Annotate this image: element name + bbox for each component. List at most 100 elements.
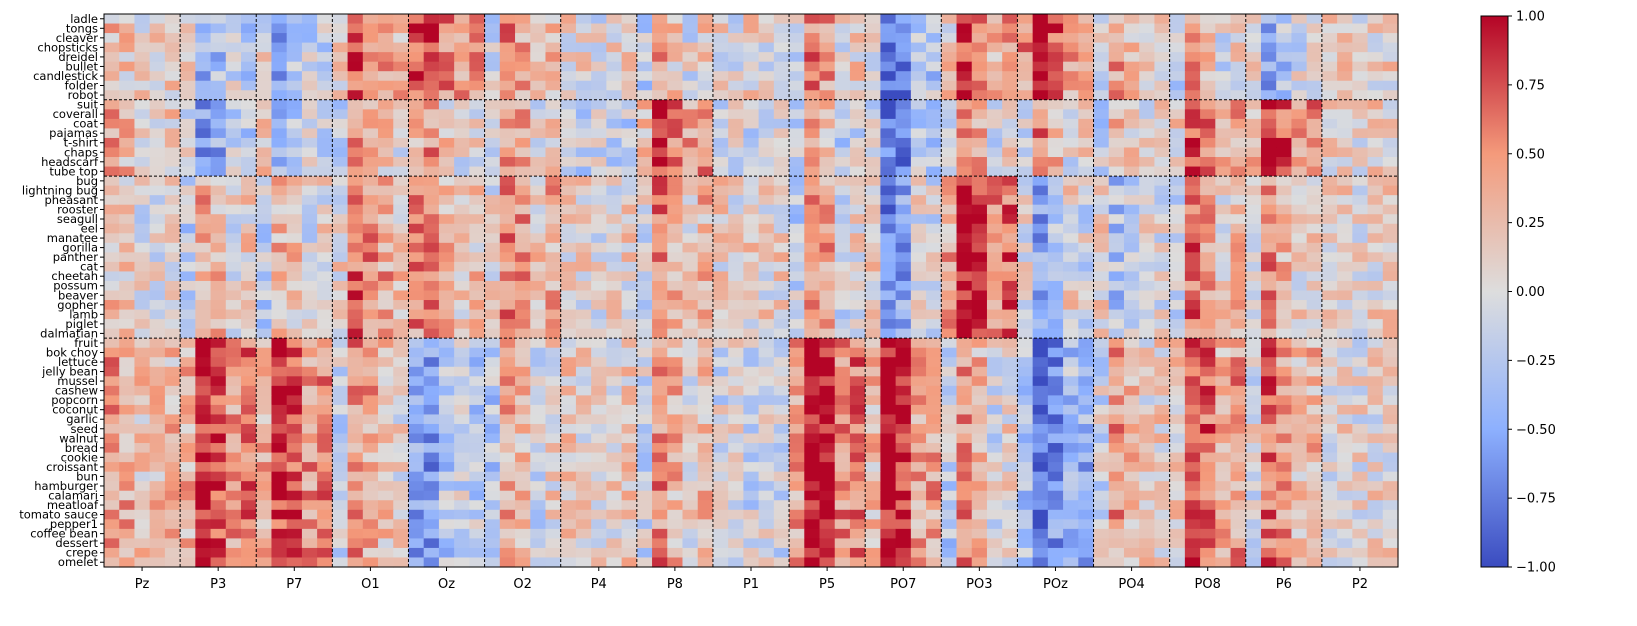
heatmap-cell bbox=[1002, 185, 1019, 196]
heatmap-cell bbox=[880, 557, 897, 568]
heatmap-cell bbox=[1093, 481, 1110, 492]
heatmap-cell bbox=[773, 443, 790, 454]
heatmap-cell bbox=[210, 509, 227, 520]
heatmap-cell bbox=[195, 166, 212, 177]
heatmap-cell bbox=[591, 166, 607, 177]
heatmap-cell bbox=[484, 509, 501, 520]
heatmap-cell bbox=[545, 309, 562, 320]
heatmap-cell bbox=[1215, 176, 1232, 187]
heatmap-cell bbox=[1200, 261, 1216, 273]
heatmap-cell bbox=[956, 509, 973, 520]
heatmap-cell bbox=[134, 195, 151, 206]
heatmap-cell bbox=[956, 99, 973, 110]
heatmap-cell bbox=[819, 490, 836, 501]
heatmap-cell bbox=[956, 338, 973, 349]
heatmap-cell bbox=[1321, 376, 1338, 387]
heatmap-cell bbox=[210, 528, 227, 539]
heatmap-cell bbox=[1352, 137, 1369, 149]
heatmap-cell bbox=[134, 376, 151, 387]
heatmap-cell bbox=[728, 366, 744, 377]
heatmap-cell bbox=[1032, 166, 1049, 177]
heatmap-cell bbox=[682, 14, 699, 25]
heatmap-cell bbox=[986, 223, 1003, 234]
heatmap-cell bbox=[164, 147, 181, 158]
heatmap-cell bbox=[575, 347, 592, 358]
heatmap-cell bbox=[1169, 71, 1186, 82]
heatmap-cell bbox=[1108, 157, 1125, 168]
heatmap-cell bbox=[743, 443, 760, 454]
heatmap-cell bbox=[393, 147, 410, 158]
heatmap-cell bbox=[865, 128, 881, 139]
heatmap-cell bbox=[804, 433, 821, 444]
heatmap-cell bbox=[332, 61, 349, 72]
heatmap-cell bbox=[743, 481, 760, 492]
heatmap-cell bbox=[104, 280, 120, 292]
heatmap-cell bbox=[210, 443, 227, 454]
heatmap-cell bbox=[119, 423, 136, 435]
heatmap-cell bbox=[1230, 195, 1247, 206]
heatmap-cell bbox=[1276, 252, 1293, 263]
heatmap-cell bbox=[195, 290, 212, 301]
heatmap-cell bbox=[971, 328, 988, 339]
heatmap-cell bbox=[271, 71, 288, 82]
heatmap-cell bbox=[1260, 309, 1277, 320]
heatmap-cell bbox=[758, 61, 775, 72]
heatmap-cell bbox=[1002, 23, 1019, 34]
heatmap-cell bbox=[1002, 347, 1019, 358]
heatmap-cell bbox=[697, 52, 714, 63]
heatmap-cell bbox=[1382, 137, 1399, 149]
heatmap-cell bbox=[1017, 147, 1034, 158]
heatmap-cell bbox=[317, 52, 333, 63]
heatmap-cell bbox=[210, 90, 227, 101]
heatmap-cell bbox=[1154, 80, 1171, 91]
heatmap-cell bbox=[1123, 147, 1140, 158]
heatmap-cell bbox=[1154, 309, 1171, 320]
heatmap-cell bbox=[1108, 433, 1125, 444]
heatmap-cell bbox=[271, 128, 288, 139]
heatmap-cell bbox=[286, 328, 303, 339]
heatmap-cell bbox=[560, 490, 577, 501]
heatmap-cell bbox=[849, 471, 866, 482]
heatmap-cell bbox=[408, 118, 425, 130]
heatmap-cell bbox=[926, 90, 942, 101]
heatmap-cell bbox=[682, 233, 699, 244]
heatmap-cell bbox=[454, 347, 470, 358]
heatmap-cell bbox=[469, 99, 486, 110]
heatmap-cell bbox=[575, 328, 592, 339]
heatmap-cell bbox=[408, 109, 425, 120]
heatmap-cell bbox=[910, 404, 927, 416]
heatmap-cell bbox=[423, 338, 440, 349]
heatmap-cell bbox=[591, 481, 607, 492]
heatmap-cell bbox=[1154, 404, 1171, 416]
heatmap-cell bbox=[1245, 195, 1262, 206]
heatmap-cell bbox=[545, 233, 562, 244]
heatmap-cell bbox=[484, 204, 501, 215]
heatmap-cell bbox=[149, 71, 166, 82]
heatmap-cell bbox=[1184, 42, 1201, 53]
heatmap-cell bbox=[941, 118, 958, 130]
heatmap-cell bbox=[1200, 414, 1216, 425]
heatmap-cell bbox=[301, 395, 318, 406]
heatmap-cell bbox=[819, 347, 836, 358]
heatmap-cell bbox=[119, 300, 136, 311]
heatmap-cell bbox=[682, 547, 699, 559]
heatmap-cell bbox=[438, 118, 455, 130]
heatmap-cell bbox=[773, 109, 790, 120]
heatmap-cell bbox=[880, 357, 897, 368]
heatmap-cell bbox=[758, 500, 775, 511]
heatmap-cell bbox=[408, 328, 425, 339]
heatmap-cell bbox=[180, 309, 196, 320]
heatmap-cell bbox=[910, 176, 927, 187]
heatmap-cell bbox=[1230, 509, 1247, 520]
heatmap-cell bbox=[104, 176, 120, 187]
heatmap-cell bbox=[271, 481, 288, 492]
heatmap-cell bbox=[606, 185, 623, 196]
heatmap-cell bbox=[743, 14, 760, 25]
heatmap-cell bbox=[834, 443, 851, 454]
heatmap-cell bbox=[986, 385, 1003, 396]
heatmap-cell bbox=[469, 404, 486, 416]
heatmap-cell bbox=[910, 204, 927, 215]
heatmap-cell bbox=[773, 357, 790, 368]
heatmap-cell bbox=[393, 252, 410, 263]
heatmap-cell bbox=[1276, 357, 1293, 368]
